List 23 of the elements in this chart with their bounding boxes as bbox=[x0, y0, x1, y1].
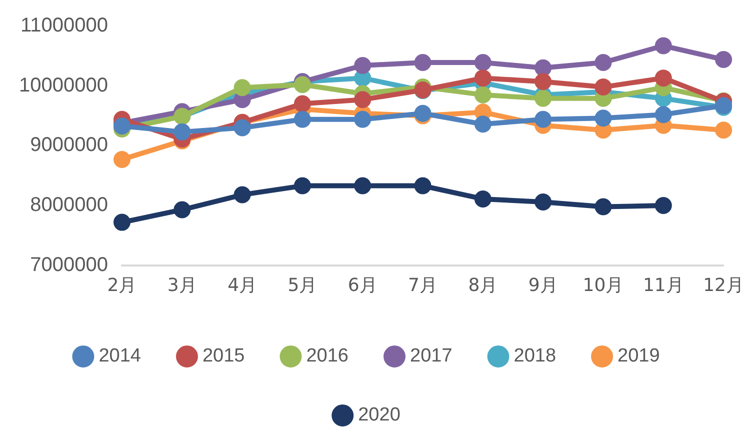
x-tick-label: 9月 bbox=[528, 274, 558, 296]
y-tick-label: 11000000 bbox=[20, 14, 108, 37]
legend-label: 2020 bbox=[358, 404, 400, 426]
legend-label: 2016 bbox=[306, 346, 349, 367]
x-tick-label: 8月 bbox=[468, 274, 498, 296]
legend-label: 2014 bbox=[98, 346, 142, 367]
y-tick-label: 7000000 bbox=[30, 254, 108, 276]
x-tick-label: 11月 bbox=[642, 274, 684, 296]
y-tick-label: 10000000 bbox=[19, 74, 108, 96]
legend-label: 2019 bbox=[618, 346, 660, 367]
x-tick-label: 6月 bbox=[348, 274, 378, 296]
legend-label: 2015 bbox=[202, 346, 245, 367]
x-tick-label: 7月 bbox=[408, 274, 438, 296]
x-tick-label: 2月 bbox=[107, 274, 137, 296]
x-tick-label: 5月 bbox=[288, 274, 318, 296]
x-tick-label: 4月 bbox=[228, 274, 258, 296]
y-tick-label: 8000000 bbox=[30, 194, 108, 216]
y-tick-label: 9000000 bbox=[30, 134, 108, 156]
x-tick-label: 3月 bbox=[167, 274, 197, 296]
x-tick-label: 10月 bbox=[582, 274, 624, 296]
legend-label: 2017 bbox=[410, 346, 452, 367]
legend-label: 2018 bbox=[514, 346, 556, 367]
x-tick-label: 12月 bbox=[703, 274, 744, 296]
